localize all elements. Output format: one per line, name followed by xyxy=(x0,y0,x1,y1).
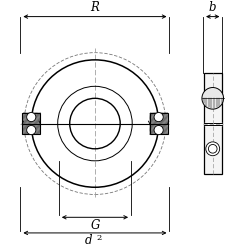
Bar xyxy=(22,113,40,134)
Circle shape xyxy=(154,112,163,122)
Text: 2: 2 xyxy=(96,234,102,242)
Text: G: G xyxy=(90,218,100,232)
Text: b: b xyxy=(209,1,216,14)
Circle shape xyxy=(154,126,163,134)
Circle shape xyxy=(206,142,220,156)
Bar xyxy=(22,113,40,134)
Circle shape xyxy=(27,112,36,122)
Bar xyxy=(150,113,168,134)
Text: R: R xyxy=(90,1,100,14)
Bar xyxy=(204,73,222,174)
Bar xyxy=(150,113,168,134)
Circle shape xyxy=(202,88,224,109)
Circle shape xyxy=(27,126,36,134)
Text: d: d xyxy=(85,234,92,247)
